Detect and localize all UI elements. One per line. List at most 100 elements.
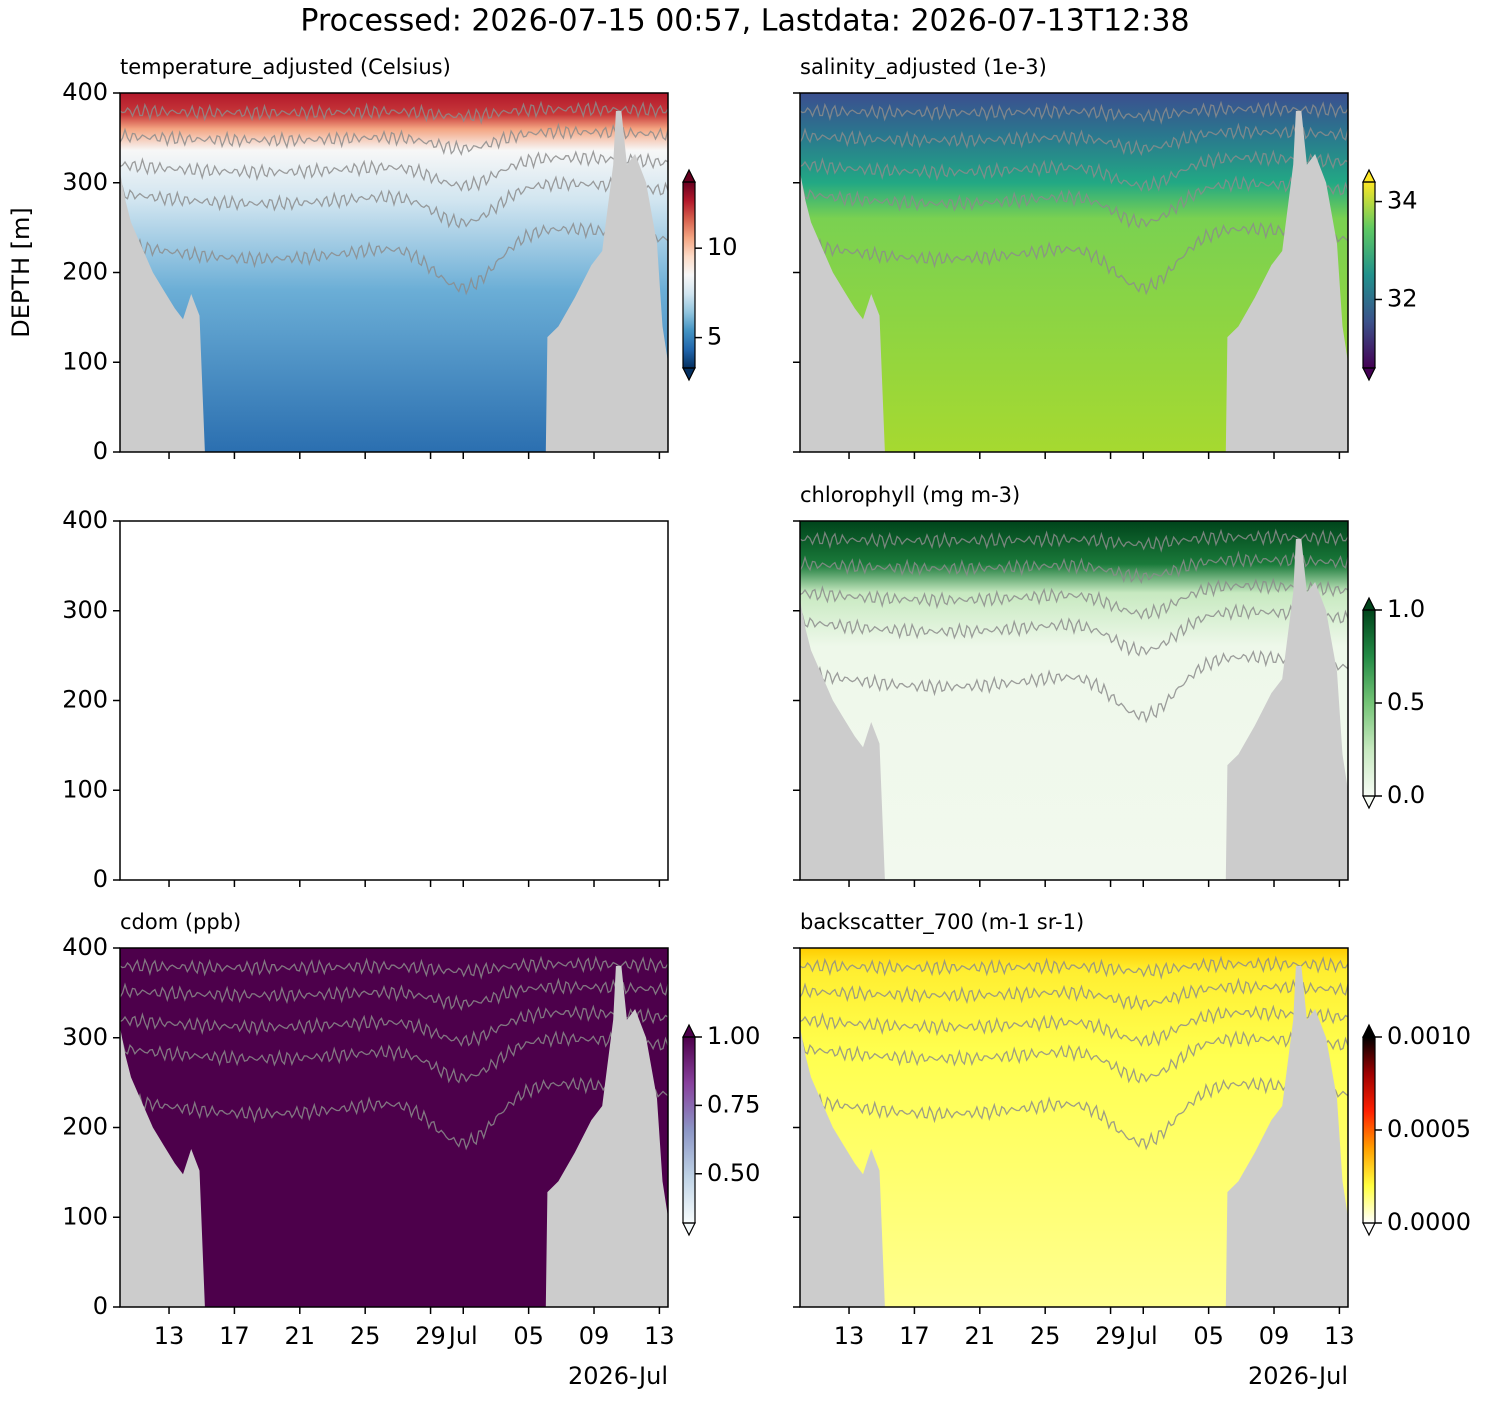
panel-title: salinity_adjusted (1e-3) <box>800 55 1047 80</box>
contour-line <box>800 649 1348 724</box>
colorbar-extend-top <box>1362 1023 1376 1038</box>
contour-line <box>120 100 668 125</box>
x-tick-label: Jul <box>447 1322 478 1350</box>
x-tick-label: 17 <box>219 1322 250 1350</box>
colorbar-tick-label: 34 <box>1387 187 1418 215</box>
x-offset-label: 2026-Jul <box>1248 1362 1348 1390</box>
contour-line <box>800 577 1348 620</box>
panel-title: chlorophyll (mg m-3) <box>800 483 1020 507</box>
y-tick-label: 100 <box>62 347 108 375</box>
contour-line <box>120 1004 668 1047</box>
colorbar-frame <box>1362 181 1376 369</box>
panel-title: backscatter_700 (m-1 sr-1) <box>800 910 1084 935</box>
contour-line <box>120 175 668 229</box>
y-tick-label: 400 <box>62 506 108 534</box>
contour-line <box>120 149 668 192</box>
colorbar-tick-label: 0.75 <box>707 1090 760 1118</box>
panel: 0 100 200 300 400 <box>62 506 669 893</box>
contour-line <box>800 977 1348 1012</box>
contour-line <box>120 221 668 296</box>
colorbar-tick-label: 1.0 <box>1387 595 1425 623</box>
seafloor <box>800 539 1348 880</box>
colorbar-extend-top <box>1362 596 1376 611</box>
colorbar-tick-label: 1.00 <box>707 1022 760 1050</box>
contour-line <box>800 149 1348 192</box>
contour-line <box>120 122 668 157</box>
figure-title: Processed: 2026-07-15 00:57, Lastdata: 2… <box>300 4 1189 39</box>
colorbar-tick-label: 5 <box>707 323 722 351</box>
contour-line <box>120 977 668 1012</box>
x-tick-label: 25 <box>350 1322 381 1350</box>
colorbar-tick-label: 0.0010 <box>1387 1022 1471 1050</box>
colorbar-tick-label: 0.0005 <box>1387 1115 1471 1143</box>
panel: cdom (ppb) 0.50 0.75 1.00 0 100 200 300 400 13 17 2… <box>62 910 760 1390</box>
y-tick-label: 300 <box>62 596 108 624</box>
colorbar-extend-top <box>1362 168 1376 183</box>
x-tick-label: 29 <box>1095 1322 1126 1350</box>
x-tick-label: 29 <box>415 1322 446 1350</box>
y-tick-label: 0 <box>93 437 108 465</box>
contour-line <box>120 1076 668 1151</box>
colorbar-frame <box>682 1036 696 1224</box>
contour-line <box>800 1030 1348 1084</box>
plot-area <box>120 948 668 1307</box>
contour-line <box>800 100 1348 125</box>
plot-area <box>800 93 1348 452</box>
plot-area <box>800 521 1348 880</box>
panel: backscatter_700 (m-1 sr-1) 0.0000 0.0005 0.… <box>793 910 1471 1390</box>
x-offset-label: 2026-Jul <box>568 1362 668 1390</box>
x-tick-label: 21 <box>285 1322 316 1350</box>
colorbar-tick-label: 0.0000 <box>1387 1208 1471 1236</box>
contour-line <box>120 955 668 980</box>
x-tick-label: 13 <box>1324 1322 1355 1350</box>
panel-title: temperature_adjusted (Celsius) <box>120 55 451 80</box>
contour-line <box>800 603 1348 657</box>
x-tick-label: 13 <box>834 1322 865 1350</box>
contour-line <box>800 550 1348 585</box>
contour-line <box>800 528 1348 553</box>
x-tick-label: Jul <box>1127 1322 1158 1350</box>
x-tick-label: 17 <box>899 1322 930 1350</box>
y-tick-label: 400 <box>62 78 108 106</box>
y-tick-label: 400 <box>62 933 108 961</box>
y-tick-label: 200 <box>62 258 108 286</box>
y-tick-label: 200 <box>62 686 108 714</box>
y-tick-label: 300 <box>62 1023 108 1051</box>
colorbar-frame <box>682 181 696 369</box>
contour-line <box>120 1030 668 1084</box>
x-tick-label: 09 <box>1259 1322 1290 1350</box>
colorbar-extend-bottom <box>682 1222 696 1237</box>
colorbar-tick-label: 0.50 <box>707 1159 760 1187</box>
y-tick-label: 0 <box>93 865 108 893</box>
colorbar <box>1363 1037 1375 1223</box>
x-tick-label: 13 <box>154 1322 185 1350</box>
y-tick-label: 300 <box>62 168 108 196</box>
contour-line <box>800 221 1348 296</box>
contour-line <box>800 955 1348 980</box>
colorbar <box>1363 182 1375 368</box>
colorbar-extend-bottom <box>1362 367 1376 382</box>
colorbar-extend-top <box>682 168 696 183</box>
x-tick-label: 13 <box>644 1322 675 1350</box>
x-tick-label: 25 <box>1030 1322 1061 1350</box>
seafloor <box>120 111 668 452</box>
colorbar-extend-top <box>682 1023 696 1038</box>
panel: salinity_adjusted (1e-3) 32 34 <box>793 55 1418 459</box>
panel: temperature_adjusted (Celsius)5100100200… <box>7 55 738 465</box>
contour-line <box>800 175 1348 229</box>
panel-title: cdom (ppb) <box>120 910 241 934</box>
colorbar-extend-bottom <box>682 367 696 382</box>
y-tick-label: 100 <box>62 775 108 803</box>
colorbar-extend-bottom <box>1362 1222 1376 1237</box>
plot-area <box>800 948 1348 1307</box>
x-tick-label: 21 <box>965 1322 996 1350</box>
colorbar-tick-label: 32 <box>1387 284 1418 312</box>
panel-frame <box>119 520 669 881</box>
x-tick-label: 05 <box>513 1322 544 1350</box>
y-axis-label: DEPTH [m] <box>7 207 35 338</box>
colorbar <box>683 1037 695 1223</box>
plot-area <box>120 93 668 452</box>
colorbar <box>683 182 695 368</box>
panel: chlorophyll (mg m-3) 0.0 0.5 1.0 <box>793 483 1425 887</box>
